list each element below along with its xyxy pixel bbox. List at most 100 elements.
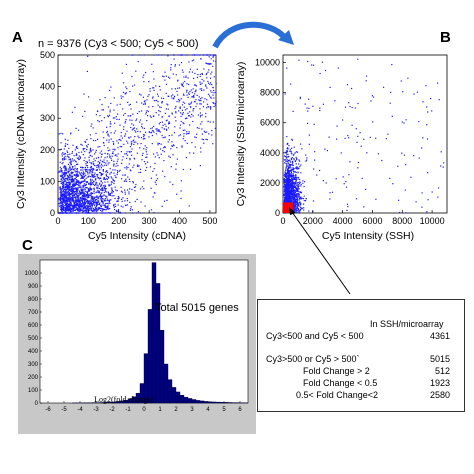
scatter-point [285,189,287,191]
scatter-point [77,212,80,214]
scatter-point [159,89,161,91]
scatter-point [162,137,164,139]
scatter-point [82,204,84,206]
scatter-point [192,96,194,98]
scatter-point [69,168,71,170]
scatter-point [206,54,208,56]
scatter-point [288,163,290,165]
scatter-point [103,117,105,119]
scatter-point [72,197,74,199]
scatter-point [172,73,174,75]
scatter-point [70,207,72,209]
scatter-point [161,116,163,118]
scatter-point [107,163,109,165]
scatter-point [289,188,291,190]
scatter-point [211,84,213,86]
scatter-point [130,208,132,210]
scatter-point [290,171,293,173]
scatter-point [62,209,64,211]
scatter-point [67,143,69,145]
scatter-point [88,96,90,98]
scatter-point [122,108,124,110]
scatter-point [70,202,72,204]
scatter-point [72,175,74,178]
scatter-point [72,199,74,201]
scatter-point [108,212,110,214]
scatter-point [126,168,128,170]
scatter-point [296,206,298,208]
transfer-arrow [212,21,288,49]
scatter-point [74,167,76,169]
scatter-point [62,193,64,195]
scatter-point [296,212,298,214]
scatter-point [116,140,118,142]
scatter-point [61,193,63,195]
scatter-point [203,68,205,70]
scatter-point [293,196,295,198]
scatter-point [125,178,127,180]
scatter-point [87,203,89,205]
scatter-point [405,119,407,121]
scatter-point [66,191,68,193]
scatter-point [90,202,93,204]
scatter-point [288,172,290,175]
scatter-point [141,159,143,161]
scatter-point [143,54,145,56]
scatter-point [68,186,70,188]
scatter-point [61,176,63,178]
scatter-point [336,125,338,127]
scatter-point [62,187,64,189]
scatter-point [113,143,115,146]
scatter-point [131,154,133,156]
scatter-point [180,190,182,192]
scatter-point [400,80,402,82]
scatter-point [107,206,109,209]
scatter-point [290,179,292,181]
scatter-point [289,173,291,175]
scatter-point [291,187,293,190]
scatter-point [62,208,64,211]
scatter-point [65,195,67,197]
scatter-point [324,69,327,72]
scatter-point [299,201,301,203]
scatter-point [80,199,83,201]
scatter-point [286,194,288,196]
scatter-point [93,175,95,177]
scatter-point [285,167,287,169]
scatter-point [125,119,127,121]
scatter-point [184,102,186,104]
scatter-point [85,168,87,170]
scatter-point [108,201,110,203]
scatter-point [174,64,176,66]
scatter-point [116,160,119,162]
histogram-bar [227,402,233,404]
scatter-point [69,161,71,164]
scatter-point [184,109,187,111]
scatter-point [82,195,84,197]
scatter-point [129,103,131,105]
scatter-point [67,190,69,192]
histogram-bar [211,401,217,404]
scatter-point [306,107,308,109]
scatter-point [182,122,184,124]
scatter-point [84,199,86,201]
scatter-point [292,199,294,201]
scatter-point [99,161,101,163]
scatter-point [114,149,116,151]
scatter-point [135,141,137,143]
scatter-point [77,174,79,176]
scatter-point [293,158,295,160]
scatter-point [184,129,186,131]
scatter-point [295,203,297,206]
scatter-point [199,75,201,78]
scatter-point [85,195,87,197]
scatter-point [210,73,212,75]
scatter-point [94,207,96,209]
scatter-point [145,111,147,113]
scatter-point [101,173,103,176]
scatter-point [97,164,99,166]
scatter-point [90,178,92,180]
scatter-point [170,67,172,69]
scatter-point [93,201,95,204]
scatter-point [124,191,126,193]
